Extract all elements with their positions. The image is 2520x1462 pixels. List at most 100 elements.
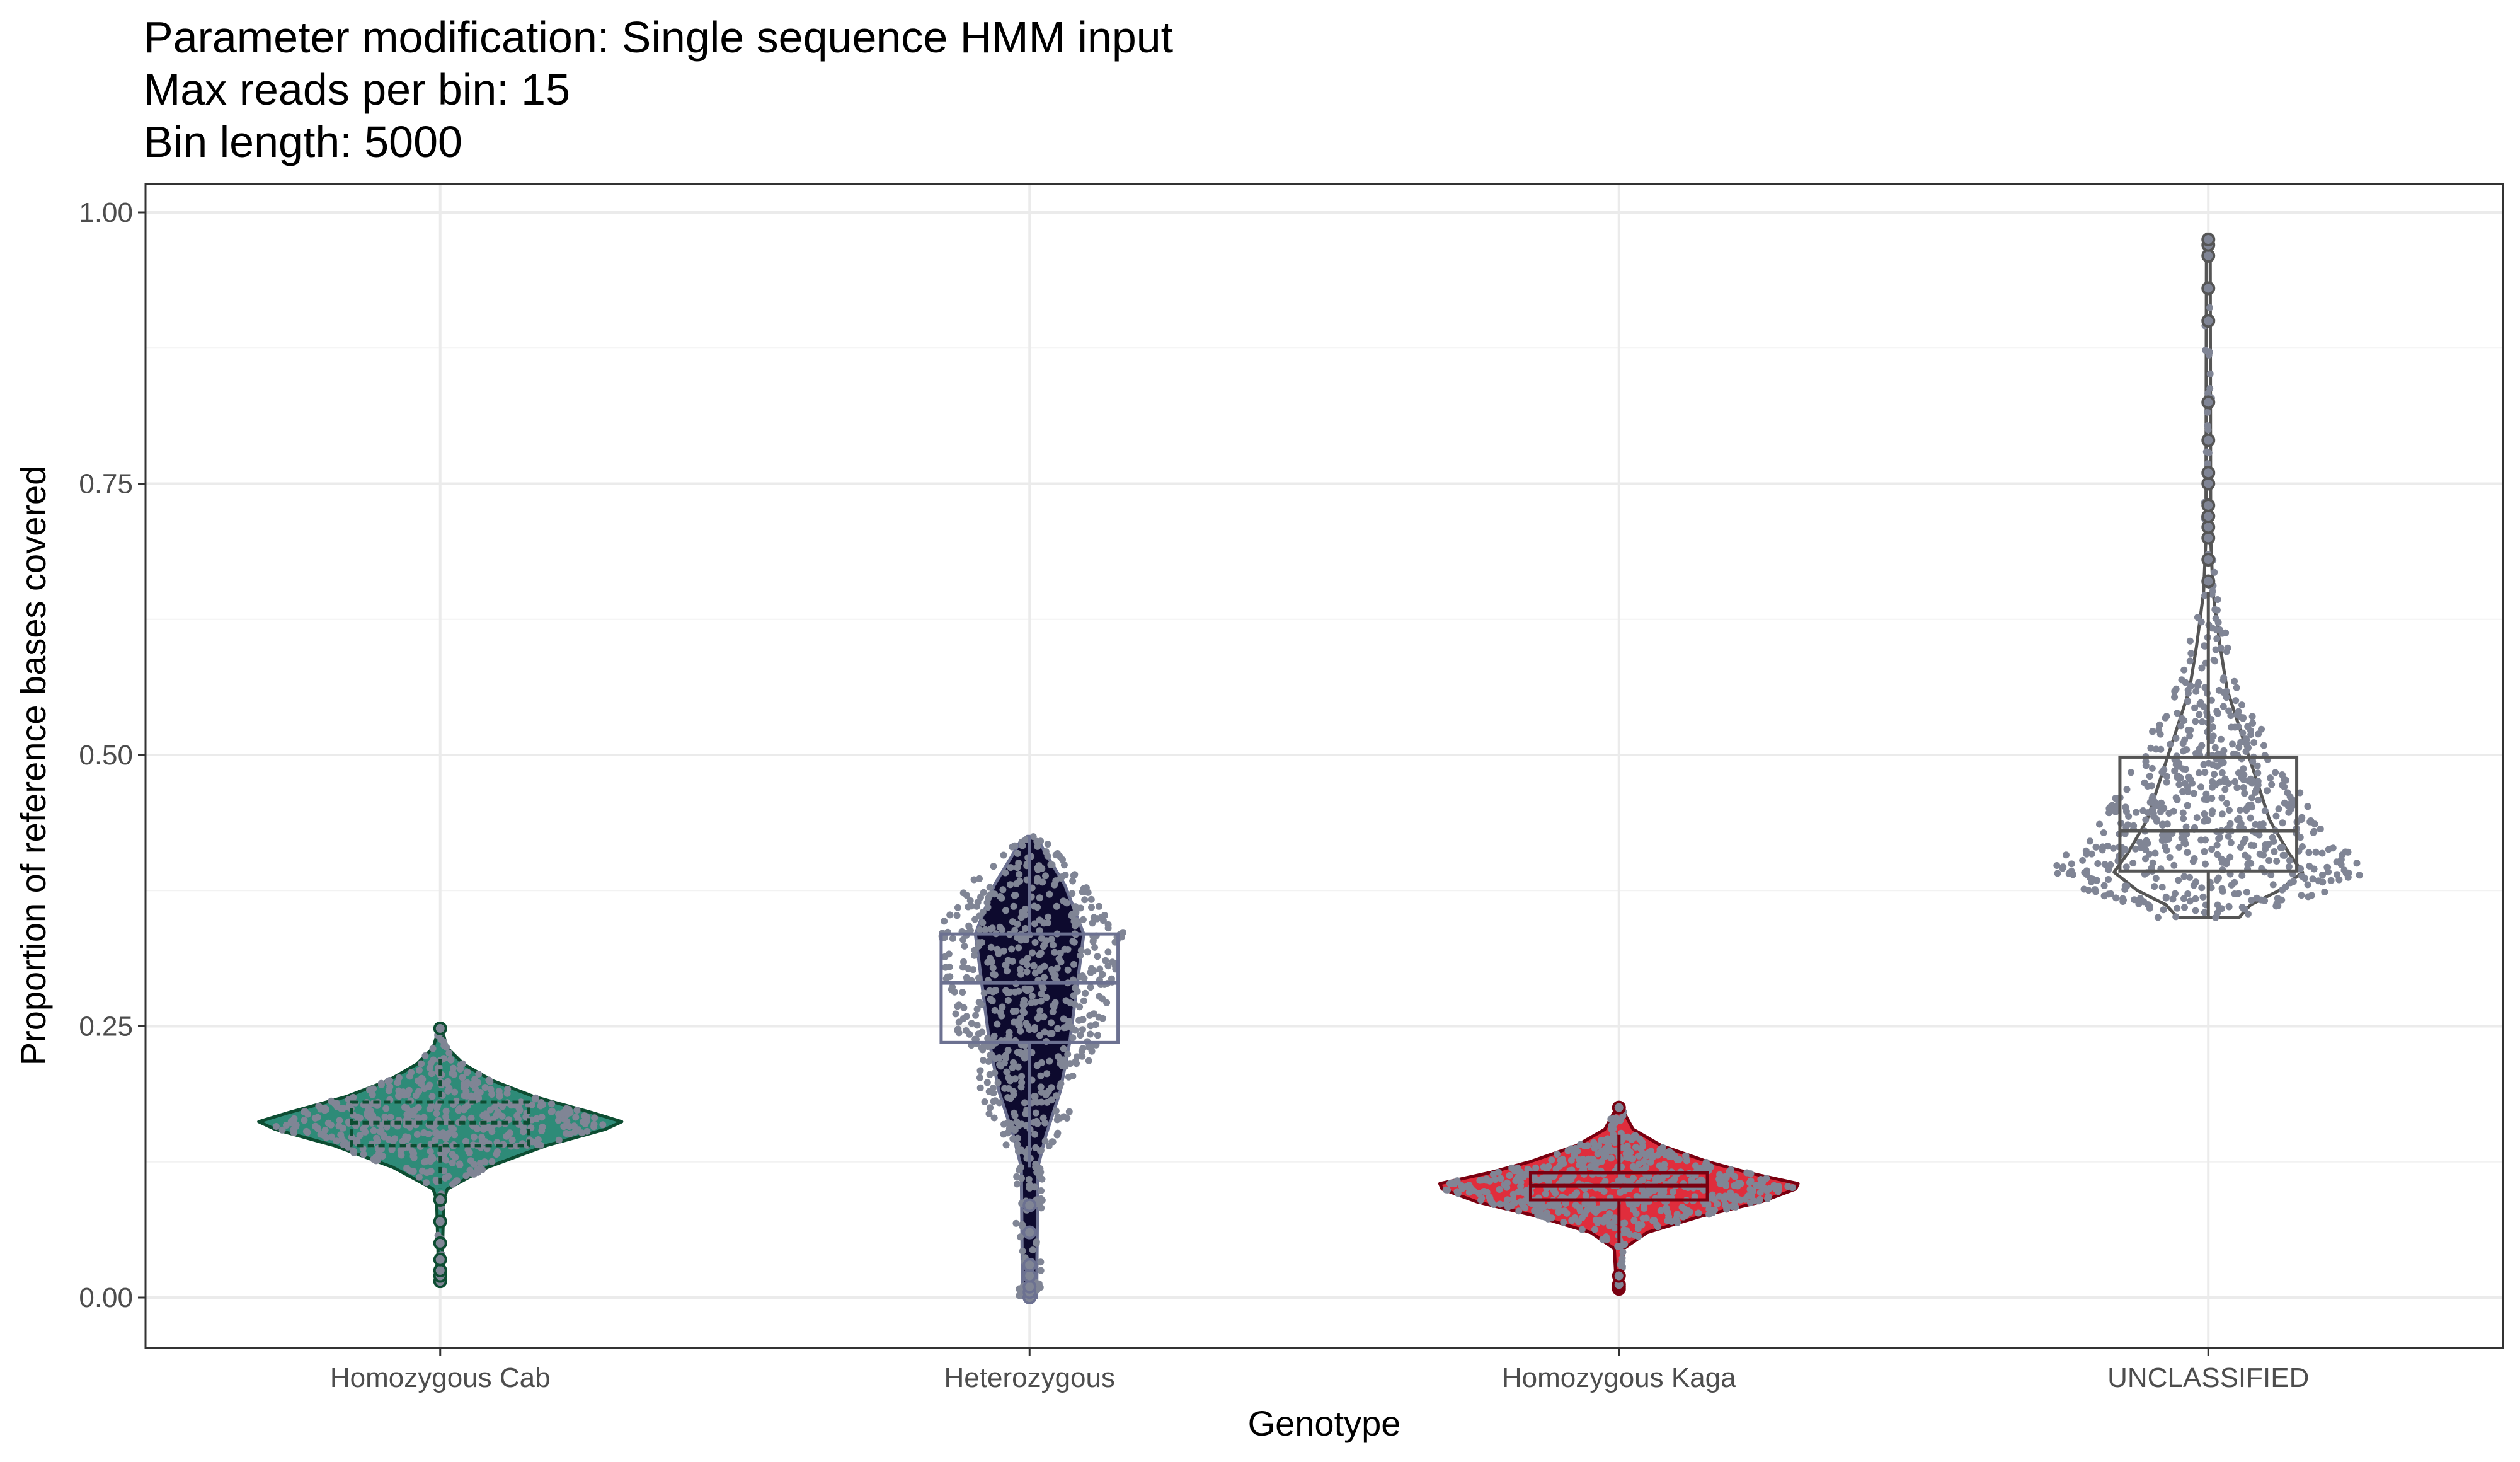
data-point	[2233, 684, 2240, 691]
data-point	[2236, 807, 2244, 814]
data-point	[1038, 1197, 1046, 1204]
outlier-point	[433, 1214, 447, 1229]
data-point	[2132, 845, 2139, 853]
data-point	[1496, 1186, 1503, 1193]
data-point	[1004, 997, 1012, 1004]
data-point	[2296, 834, 2304, 841]
data-point	[2300, 873, 2307, 881]
data-point	[1633, 1193, 1641, 1200]
data-point	[2252, 789, 2259, 796]
data-point	[317, 1131, 324, 1138]
data-point	[2066, 869, 2073, 877]
data-point	[423, 1179, 430, 1187]
data-point	[1632, 1165, 1639, 1172]
data-point	[2289, 878, 2297, 885]
data-point	[384, 1078, 392, 1085]
data-point	[420, 1114, 428, 1121]
data-point	[1755, 1182, 1763, 1189]
data-point	[278, 1126, 286, 1134]
data-point	[2195, 769, 2202, 776]
data-point	[1023, 968, 1031, 976]
data-point	[1639, 1143, 1647, 1150]
data-point	[537, 1141, 544, 1149]
data-point	[2194, 614, 2201, 621]
data-point	[976, 926, 984, 933]
data-point	[1042, 872, 1049, 880]
data-point	[1625, 1178, 1632, 1185]
data-point	[1064, 946, 1072, 953]
data-point	[1087, 1030, 1094, 1038]
data-point	[960, 958, 967, 965]
data-point	[1729, 1195, 1737, 1203]
data-point	[2267, 774, 2274, 782]
data-point	[2192, 895, 2199, 902]
data-point	[451, 1131, 458, 1139]
data-point	[987, 943, 995, 951]
data-point	[2184, 890, 2192, 897]
data-point	[2218, 735, 2225, 743]
data-point	[959, 1015, 967, 1022]
data-point	[2186, 657, 2194, 665]
data-point	[2242, 836, 2249, 843]
data-point	[479, 1125, 487, 1133]
data-point	[1716, 1180, 1724, 1187]
data-point	[1036, 894, 1043, 902]
data-point	[2158, 799, 2165, 807]
data-point	[1037, 965, 1044, 973]
data-point	[2219, 703, 2227, 710]
data-point	[488, 1158, 496, 1165]
data-point	[2182, 679, 2189, 686]
data-point	[2272, 769, 2279, 776]
x-tick-label: UNCLASSIFIED	[2107, 1362, 2309, 1393]
data-point	[1007, 864, 1014, 872]
data-point	[2281, 851, 2288, 859]
data-point	[486, 1106, 494, 1114]
data-point	[1037, 998, 1045, 1005]
data-point	[2265, 841, 2272, 848]
data-point	[2213, 606, 2221, 614]
data-point	[2214, 710, 2221, 717]
data-point	[1031, 939, 1039, 946]
data-point	[951, 988, 958, 996]
data-point	[2063, 851, 2070, 859]
data-point	[1048, 1096, 1055, 1104]
data-point	[1750, 1187, 1757, 1195]
data-point	[583, 1114, 591, 1121]
data-point	[590, 1123, 598, 1131]
data-point	[971, 947, 978, 954]
data-point	[573, 1107, 581, 1114]
data-point	[2201, 684, 2209, 691]
data-point	[1577, 1141, 1584, 1148]
data-point	[970, 966, 977, 974]
data-point	[2213, 841, 2221, 849]
data-point	[2233, 784, 2241, 791]
data-point	[2100, 829, 2107, 836]
data-point	[2172, 735, 2180, 742]
outlier-point	[2201, 498, 2216, 512]
data-point	[2096, 820, 2103, 828]
data-point	[1630, 1217, 1638, 1224]
data-point	[2356, 872, 2363, 879]
data-point	[2240, 905, 2247, 912]
data-point	[1074, 1053, 1081, 1061]
data-point	[990, 1114, 998, 1122]
data-point	[1053, 1131, 1061, 1139]
data-point	[1053, 902, 1060, 910]
data-point	[1033, 1240, 1040, 1247]
data-point	[1068, 890, 1076, 897]
data-point	[1025, 1176, 1033, 1183]
data-point	[994, 1079, 1002, 1086]
data-point	[2107, 890, 2114, 897]
data-point	[2214, 909, 2221, 917]
data-point	[2353, 860, 2361, 867]
data-point	[369, 1091, 376, 1098]
data-point	[430, 1056, 437, 1064]
data-point	[513, 1112, 521, 1119]
data-point	[427, 1168, 435, 1175]
data-point	[1591, 1144, 1598, 1152]
data-point	[1036, 951, 1043, 958]
data-point	[451, 1088, 459, 1096]
data-point	[1036, 927, 1043, 935]
data-point	[971, 952, 978, 959]
data-point	[1048, 861, 1056, 868]
